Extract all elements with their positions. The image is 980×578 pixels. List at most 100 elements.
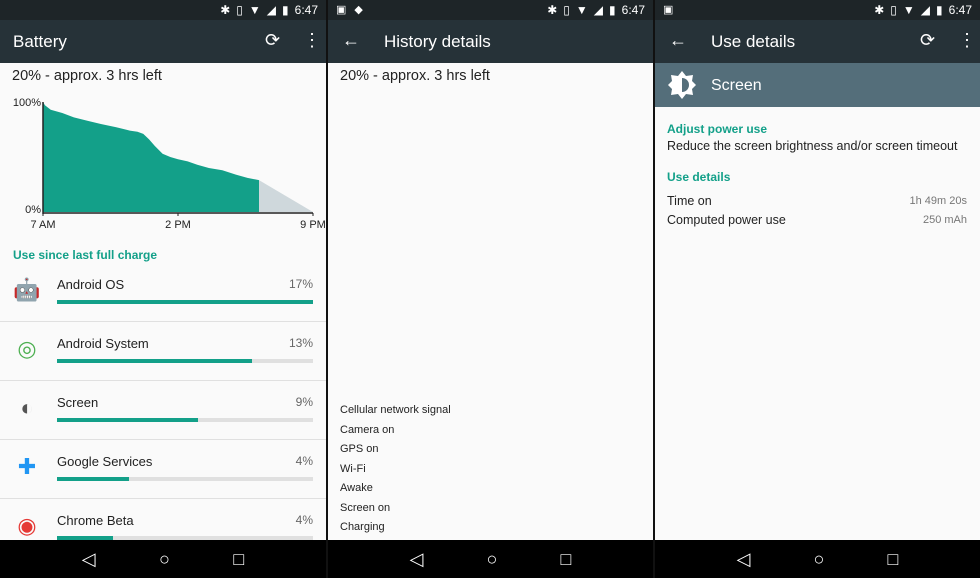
usage-bar-fill [57, 359, 252, 363]
back-arrow-icon[interactable]: ← [342, 30, 360, 50]
brightness-icon: ◐ [20, 395, 34, 420]
recents-nav-icon[interactable]: □ [560, 548, 572, 569]
app-name: Screen [711, 77, 762, 94]
recents-nav-icon[interactable]: □ [887, 548, 899, 569]
toolbar: ← History details [328, 20, 653, 63]
image-icon: ▣ [336, 4, 347, 16]
history-chart: 100%0%7 AM2 PM9 PM [328, 92, 653, 404]
status-bar: ✱ ▯ ▼ ◢ ▮ 6:47 [0, 0, 326, 20]
details-heading: Use details [667, 170, 731, 184]
app-usage-row[interactable]: 🤖 Android OS 17% [0, 263, 326, 322]
battery-summary: 20% - approx. 3 hrs left [340, 68, 490, 84]
app-usage-row[interactable]: ✚ Google Services 4% [0, 440, 326, 499]
more-vert-icon[interactable]: ⋮ [958, 30, 976, 50]
home-nav-icon[interactable]: ○ [159, 548, 170, 569]
battery-level-area [43, 102, 259, 212]
page-title: Battery [13, 32, 67, 51]
refresh-icon[interactable]: ⟳ [920, 30, 936, 50]
status-bar: ▣ ◆ ✱ ▯ ▼ ◢ ▮ 6:47 [328, 0, 653, 20]
projection-area [259, 180, 313, 212]
android-system-icon: ◎ [17, 336, 37, 361]
app-header: Screen [655, 63, 980, 107]
track-label: Wi-Fi [340, 462, 366, 475]
detail-value: 250 mAh [922, 214, 967, 226]
recents-nav-icon[interactable]: □ [233, 548, 245, 569]
app-usage-row[interactable]: ◎ Android System 13% [0, 322, 326, 381]
page-title: Use details [711, 32, 796, 51]
usage-bar-fill [57, 300, 313, 304]
usage-bar [57, 418, 313, 422]
toolbar: ← Use details ⟳ ⋮ [655, 20, 980, 63]
battery-chart[interactable]: 100% 0% 7 AM 2 PM 9 PM [0, 92, 326, 232]
brightness-icon [668, 71, 696, 99]
vibrate-icon: ▯ [236, 3, 243, 17]
clock: 6:47 [294, 3, 318, 17]
usage-bar-fill [57, 536, 114, 540]
refresh-icon[interactable]: ⟳ [265, 30, 281, 50]
more-vert-icon[interactable]: ⋮ [303, 30, 321, 50]
app-label: Android System [57, 336, 149, 351]
battery-icon: ▮ [936, 3, 943, 17]
x-tick-label: 7 AM [30, 219, 55, 231]
puzzle-icon: ✚ [17, 454, 37, 479]
adjust-suggestion[interactable]: Reduce the screen brightness and/or scre… [667, 139, 958, 153]
app-label: Android OS [57, 277, 125, 292]
track-label: GPS on [340, 443, 379, 455]
image-icon: ▣ [663, 4, 674, 16]
usage-bar [57, 536, 313, 540]
wifi-icon: ▼ [575, 3, 588, 17]
back-arrow-icon[interactable]: ← [669, 30, 687, 50]
back-nav-icon[interactable]: ◁ [736, 548, 751, 569]
app-label: Screen [57, 395, 99, 410]
signal-icon: ◢ [593, 3, 604, 17]
usage-percent: 4% [295, 454, 313, 468]
nav-bar: ◁ ○ □ [328, 540, 653, 578]
track-label: Cellular network signal [340, 404, 451, 416]
history-panel: ▣ ◆ ✱ ▯ ▼ ◢ ▮ 6:47 ← History details 20% - appr… [328, 0, 653, 578]
bluetooth-icon: ✱ [220, 3, 231, 17]
usage-bar-fill [57, 418, 198, 422]
vibrate-icon: ▯ [890, 3, 897, 17]
page-title: History details [384, 32, 491, 51]
app-usage-row[interactable]: ◐ Screen 9% [0, 381, 326, 440]
wifi-icon: ▼ [248, 3, 261, 17]
clock: 6:47 [948, 3, 972, 17]
battery-panel: ✱ ▯ ▼ ◢ ▮ 6:47 Battery ⟳ ⋮ 20% - approx. 3 hr… [0, 0, 326, 578]
track-label: Screen on [340, 501, 391, 514]
use-details-panel: ▣ ✱ ▯ ▼ ◢ ▮ 6:47 ← Use details ⟳ ⋮ Screen Adju… [655, 0, 980, 578]
track-label: Charging [340, 521, 385, 533]
signal-icon: ◢ [266, 3, 277, 17]
back-nav-icon[interactable]: ◁ [81, 548, 96, 569]
adjust-heading: Adjust power use [667, 122, 768, 136]
usage-percent: 13% [288, 336, 313, 350]
bluetooth-icon: ✱ [874, 3, 885, 17]
home-nav-icon[interactable]: ○ [486, 548, 498, 569]
app-label: Chrome Beta [57, 513, 134, 528]
back-nav-icon[interactable]: ◁ [409, 548, 424, 569]
dropbox-icon: ◆ [354, 4, 363, 16]
x-tick-label: 9 PM [300, 219, 326, 231]
detail-label: Computed power use [667, 213, 786, 227]
usage-bar [57, 359, 313, 363]
usage-percent: 17% [288, 277, 313, 291]
battery-icon: ▮ [609, 3, 616, 17]
x-tick-label: 2 PM [165, 219, 191, 231]
detail-label: Time on [667, 194, 712, 208]
status-bar: ▣ ✱ ▯ ▼ ◢ ▮ 6:47 [655, 0, 980, 20]
battery-icon: ▮ [282, 3, 289, 17]
android-icon: 🤖 [13, 277, 41, 302]
clock: 6:47 [621, 3, 645, 17]
usage-bar [57, 477, 313, 481]
track-label: Camera on [340, 423, 395, 436]
home-nav-icon[interactable]: ○ [813, 548, 825, 569]
app-label: Google Services [57, 454, 153, 469]
usage-bar-fill [57, 477, 129, 481]
usage-percent: 9% [295, 395, 313, 409]
vibrate-icon: ▯ [563, 3, 570, 17]
battery-summary: 20% - approx. 3 hrs left [12, 68, 162, 84]
nav-bar: ◁ ○ □ [655, 540, 980, 578]
wifi-icon: ▼ [902, 3, 915, 17]
chrome-beta-icon: ◉ [17, 513, 37, 538]
track-label: Awake [340, 482, 373, 494]
y-tick-label: 100% [13, 97, 41, 109]
